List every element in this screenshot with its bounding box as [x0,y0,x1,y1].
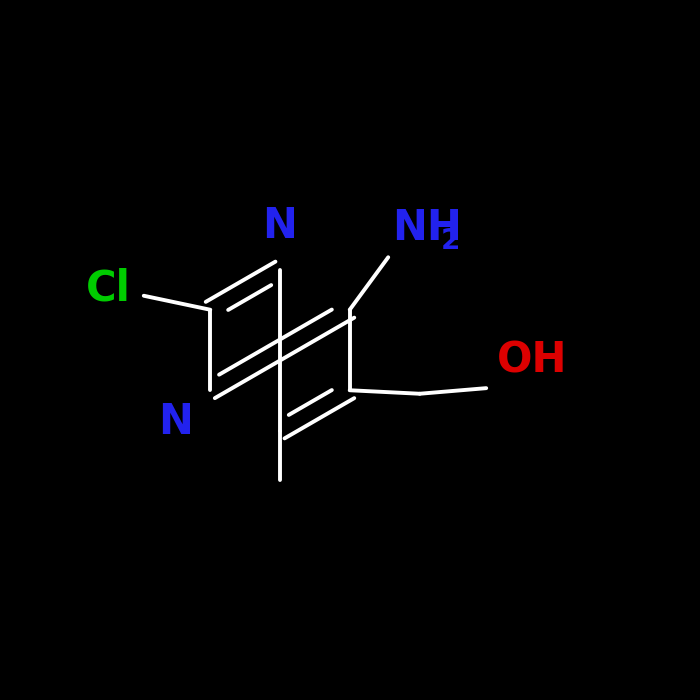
Text: 2: 2 [441,227,460,256]
Text: Cl: Cl [86,267,131,309]
Text: NH: NH [392,207,461,249]
Text: N: N [158,400,193,443]
Text: N: N [262,205,298,247]
Text: OH: OH [497,339,567,381]
